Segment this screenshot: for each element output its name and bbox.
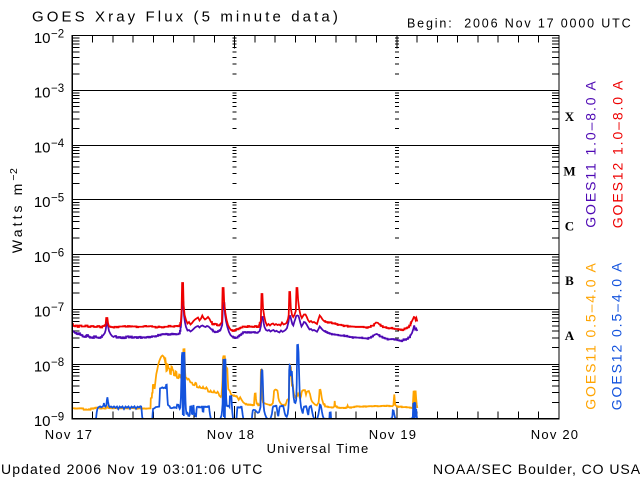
svg-text:−5: −5 [51, 193, 64, 205]
svg-text:Begin: 2006 Nov 17 0000 UTC: Begin: 2006 Nov 17 0000 UTC [407, 17, 633, 31]
svg-text:10: 10 [34, 413, 51, 430]
svg-text:Nov 20: Nov 20 [531, 427, 579, 442]
svg-text:10: 10 [34, 85, 51, 102]
svg-text:GOES11 0.5–4.0 A: GOES11 0.5–4.0 A [583, 261, 599, 409]
svg-text:−8: −8 [51, 357, 64, 369]
svg-text:Nov 19: Nov 19 [369, 427, 417, 442]
svg-text:Nov 17: Nov 17 [45, 427, 93, 442]
svg-text:−7: −7 [51, 302, 64, 314]
svg-text:−2: −2 [51, 28, 64, 40]
svg-text:M: M [563, 164, 575, 179]
svg-text:Updated 2006 Nov 19 03:01:06 U: Updated 2006 Nov 19 03:01:06 UTC [1, 461, 263, 477]
svg-text:10: 10 [34, 194, 51, 211]
svg-text:C: C [565, 218, 574, 233]
svg-text:−3: −3 [51, 83, 64, 95]
svg-text:A: A [565, 328, 575, 343]
svg-text:−9: −9 [51, 412, 64, 424]
svg-text:GOES Xray Flux (5 minute data): GOES Xray Flux (5 minute data) [32, 9, 341, 26]
svg-text:X: X [565, 109, 575, 124]
svg-text:GOES12 1.0–8.0 A: GOES12 1.0–8.0 A [610, 79, 626, 228]
svg-text:10: 10 [34, 30, 51, 47]
svg-text:10: 10 [34, 358, 51, 375]
svg-text:−4: −4 [51, 138, 65, 150]
svg-text:NOAA/SEC Boulder, CO USA: NOAA/SEC Boulder, CO USA [433, 461, 640, 477]
svg-text:Watts m−2: Watts m−2 [8, 168, 25, 254]
svg-text:GOES12 0.5–4.0 A: GOES12 0.5–4.0 A [609, 261, 625, 410]
svg-text:10: 10 [34, 139, 51, 156]
svg-text:10: 10 [34, 304, 51, 321]
svg-text:GOES11 1.0–8.0 A: GOES11 1.0–8.0 A [583, 79, 599, 227]
svg-text:B: B [565, 273, 574, 288]
svg-text:Nov 18: Nov 18 [207, 427, 255, 442]
svg-text:−6: −6 [51, 247, 64, 259]
svg-text:Universal Time: Universal Time [267, 441, 370, 456]
svg-text:10: 10 [34, 249, 51, 266]
